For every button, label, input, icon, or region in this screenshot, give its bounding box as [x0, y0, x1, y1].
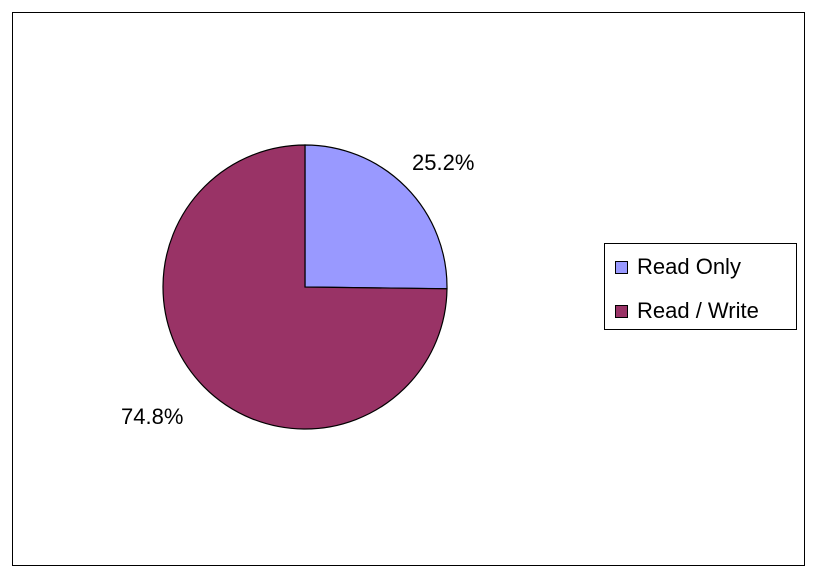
legend-swatch-read-write: [615, 304, 628, 318]
legend-label: Read / Write: [637, 298, 759, 323]
pie-slice-read-only: [304, 144, 448, 290]
legend-label: Read Only: [637, 254, 741, 279]
legend-swatch-read-only: [615, 260, 628, 274]
data-label-read-only: 25.2%: [412, 150, 475, 175]
data-label-read-write: 74.8%: [121, 404, 184, 429]
chart-area: [12, 12, 805, 566]
legend-item-read-only: Read Only: [615, 254, 741, 280]
legend: Read Only Read / Write: [604, 243, 797, 330]
pie-slice-read-write: [162, 144, 448, 430]
legend-item-read-write: Read / Write: [615, 298, 759, 324]
